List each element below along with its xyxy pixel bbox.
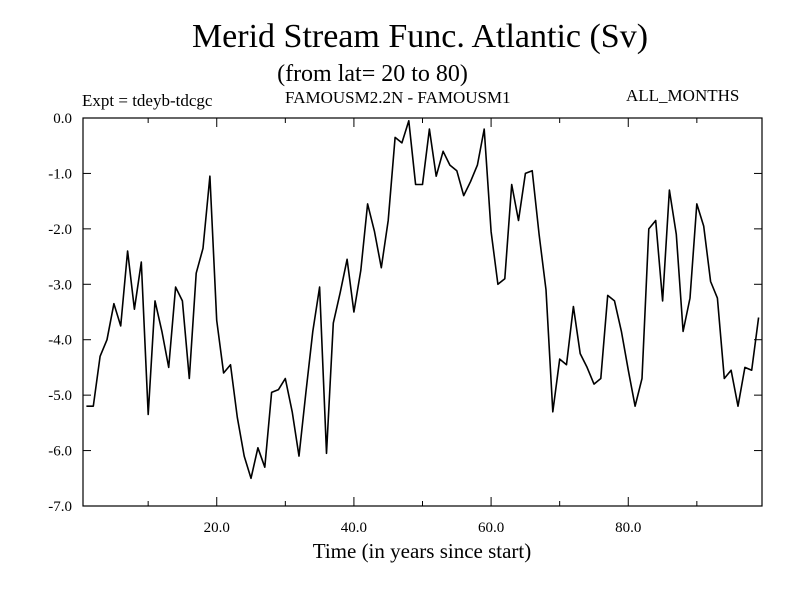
y-tick-label: -3.0 — [48, 277, 72, 293]
series-line — [86, 120, 760, 480]
x-tick-label: 80.0 — [615, 520, 641, 536]
y-tick-label: -1.0 — [48, 166, 72, 182]
y-tick-label: -7.0 — [48, 499, 72, 515]
x-tick-label: 60.0 — [478, 520, 504, 536]
x-axis: 20.0 40.0 60.0 80.0 — [147, 118, 698, 536]
y-tick-label: 0.0 — [53, 111, 72, 127]
months-label: ALL_MONTHS — [626, 86, 740, 105]
chart-subtitle: (from lat= 20 to 80) — [277, 61, 468, 87]
y-tick-label: -5.0 — [48, 388, 72, 404]
y-tick-label: -2.0 — [48, 222, 72, 238]
model-difference-label: FAMOUSM2.2N - FAMOUSM1 — [285, 88, 511, 107]
x-tick-label: 20.0 — [204, 520, 230, 536]
y-tick-label: -4.0 — [48, 333, 72, 349]
y-tick-label: -6.0 — [48, 444, 72, 460]
x-tick-label: 40.0 — [341, 520, 367, 536]
experiment-label: Expt = tdeyb-tdcgc — [82, 91, 213, 110]
chart-title: Merid Stream Func. Atlantic (Sv) — [191, 18, 649, 55]
x-axis-title: Time (in years since start) — [313, 539, 532, 563]
plot-frame — [82, 117, 763, 507]
y-axis: 0.0 -1.0 -2.0 -3.0 -4.0 -5.0 -6.0 -7.0 — [48, 111, 762, 515]
